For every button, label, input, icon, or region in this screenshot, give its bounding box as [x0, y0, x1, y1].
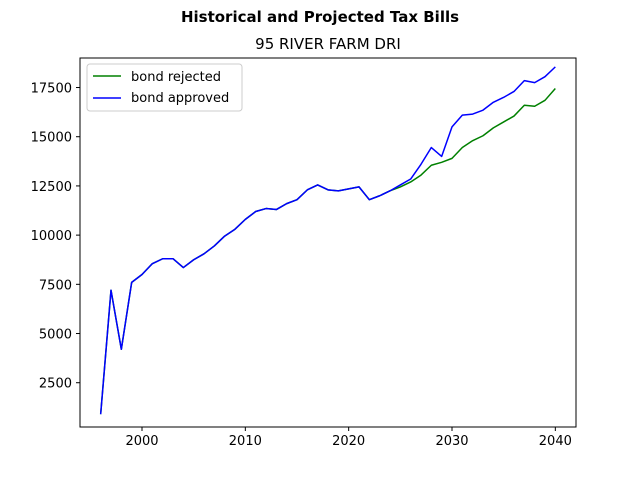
- x-tick-label: 2010: [229, 434, 262, 449]
- legend-label-bond-rejected: bond rejected: [131, 70, 221, 85]
- y-tick-label: 15000: [31, 131, 72, 146]
- plot-lines: [99, 66, 556, 415]
- x-tick-label: 2020: [332, 434, 365, 449]
- legend-label-bond-approved: bond approved: [131, 91, 229, 106]
- y-tick-label: 5000: [39, 328, 72, 343]
- y-axis: 2500 5000 7500 10000 12500 15000 17500: [31, 82, 80, 392]
- y-tick-label: 12500: [31, 180, 72, 195]
- x-tick-label: 2000: [125, 434, 158, 449]
- legend-box: [86, 63, 243, 112]
- legend: bond rejected bond approved: [86, 63, 243, 112]
- y-tick-label: 10000: [31, 229, 72, 244]
- y-tick-label: 17500: [31, 82, 72, 97]
- x-axis: 2000 2010 2020 2030 2040: [125, 427, 572, 449]
- x-tick-label: 2030: [435, 434, 468, 449]
- chart-subtitle: 95 RIVER FARM DRI: [255, 35, 401, 53]
- axes-frame: [79, 57, 577, 428]
- y-tick-label: 7500: [39, 278, 72, 293]
- chart-title: Historical and Projected Tax Bills: [181, 8, 459, 26]
- y-tick-label: 2500: [39, 377, 72, 392]
- series-line-bond-approved: [99, 66, 556, 415]
- x-tick-label: 2040: [539, 434, 572, 449]
